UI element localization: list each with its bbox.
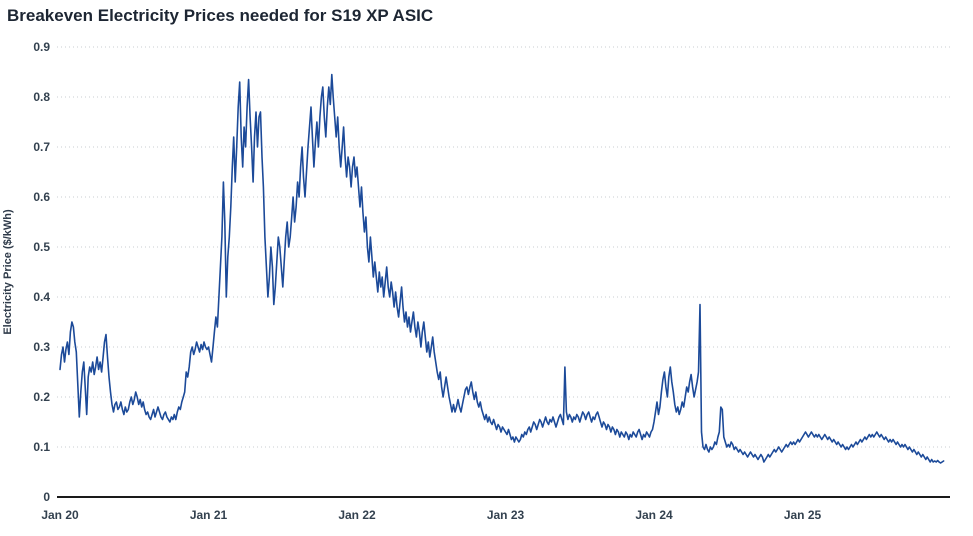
breakeven-price-line	[59, 73, 945, 464]
y-tick-label: 0.7	[33, 140, 50, 154]
y-tick-label: 0.1	[33, 440, 50, 454]
x-tick-label: Jan 25	[784, 508, 822, 522]
x-axis-tick-labels: Jan 20 Jan 21 Jan 22 Jan 23 Jan 24 Jan 25	[41, 508, 821, 522]
x-tick-label: Jan 22	[338, 508, 376, 522]
y-tick-label: 0	[43, 490, 50, 504]
x-tick-label: Jan 20	[41, 508, 79, 522]
y-axis-title: Electricity Price ($/kWh)	[2, 209, 14, 335]
y-tick-label: 0.2	[33, 390, 50, 404]
chart-title: Breakeven Electricity Prices needed for …	[7, 6, 433, 25]
y-tick-label: 0.6	[33, 190, 50, 204]
x-tick-label: Jan 21	[190, 508, 228, 522]
y-tick-label: 0.5	[33, 240, 50, 254]
y-tick-label: 0.3	[33, 340, 50, 354]
y-tick-label: 0.8	[33, 90, 50, 104]
y-axis-tick-labels: 0 0.1 0.2 0.3 0.4 0.5 0.6 0.7 0.8 0.9	[33, 40, 50, 504]
x-tick-label: Jan 24	[635, 508, 673, 522]
gridlines	[57, 46, 950, 448]
y-tick-label: 0.9	[33, 40, 50, 54]
y-tick-label: 0.4	[33, 290, 50, 304]
x-tick-label: Jan 23	[487, 508, 525, 522]
